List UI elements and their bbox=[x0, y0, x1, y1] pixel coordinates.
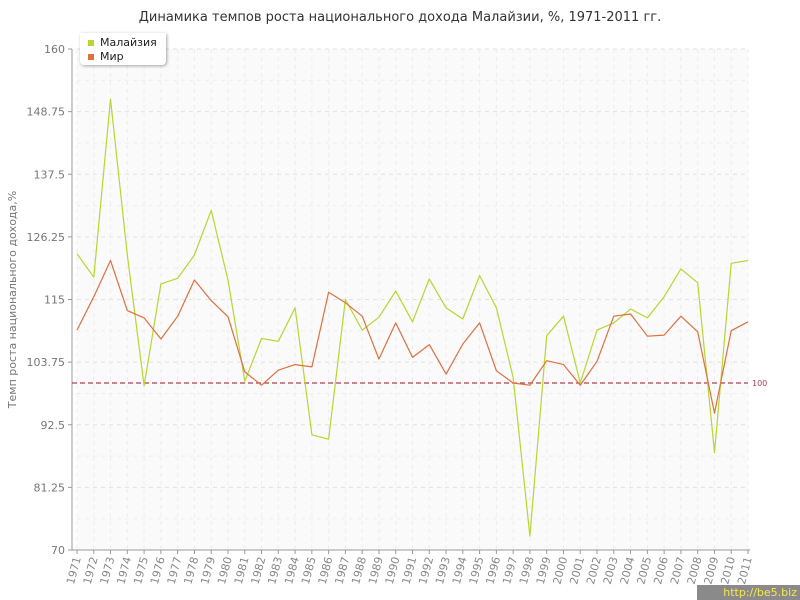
y-axis-label: Темп роста национального дохода,% bbox=[6, 191, 19, 409]
legend-label-world: Мир bbox=[100, 50, 124, 63]
x-tick-label: 2011 bbox=[735, 555, 755, 585]
legend-swatch-world bbox=[88, 54, 94, 60]
y-tick-label: 137.5 bbox=[34, 168, 66, 181]
y-tick-label: 126.25 bbox=[27, 231, 66, 244]
watermark-link[interactable]: http://be5.biz bbox=[697, 585, 800, 600]
legend-swatch-malaysia bbox=[88, 40, 94, 46]
y-tick-label: 92.5 bbox=[41, 419, 66, 432]
y-tick-label: 115 bbox=[44, 294, 65, 307]
y-tick-label: 81.25 bbox=[34, 481, 66, 494]
y-tick-label: 148.75 bbox=[27, 106, 66, 119]
series-line-malaysia bbox=[76, 98, 749, 537]
reference-line-label: 100 bbox=[752, 379, 767, 388]
chart-title: Динамика темпов роста национального дохо… bbox=[138, 10, 662, 25]
legend: Малайзия Мир bbox=[80, 33, 166, 65]
y-tick-label: 160 bbox=[44, 43, 65, 56]
series-line-world bbox=[76, 259, 749, 414]
legend-item-world: Мир bbox=[88, 50, 124, 63]
legend-item-malaysia: Малайзия bbox=[88, 36, 157, 49]
legend-label-malaysia: Малайзия bbox=[100, 36, 157, 49]
y-tick-label: 103.75 bbox=[27, 356, 66, 369]
y-tick-label: 70 bbox=[51, 544, 65, 557]
